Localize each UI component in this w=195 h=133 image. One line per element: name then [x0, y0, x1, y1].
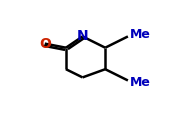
- Text: Me: Me: [130, 28, 151, 41]
- Text: N: N: [77, 29, 88, 43]
- Text: O: O: [39, 37, 51, 51]
- Text: Me: Me: [130, 76, 151, 89]
